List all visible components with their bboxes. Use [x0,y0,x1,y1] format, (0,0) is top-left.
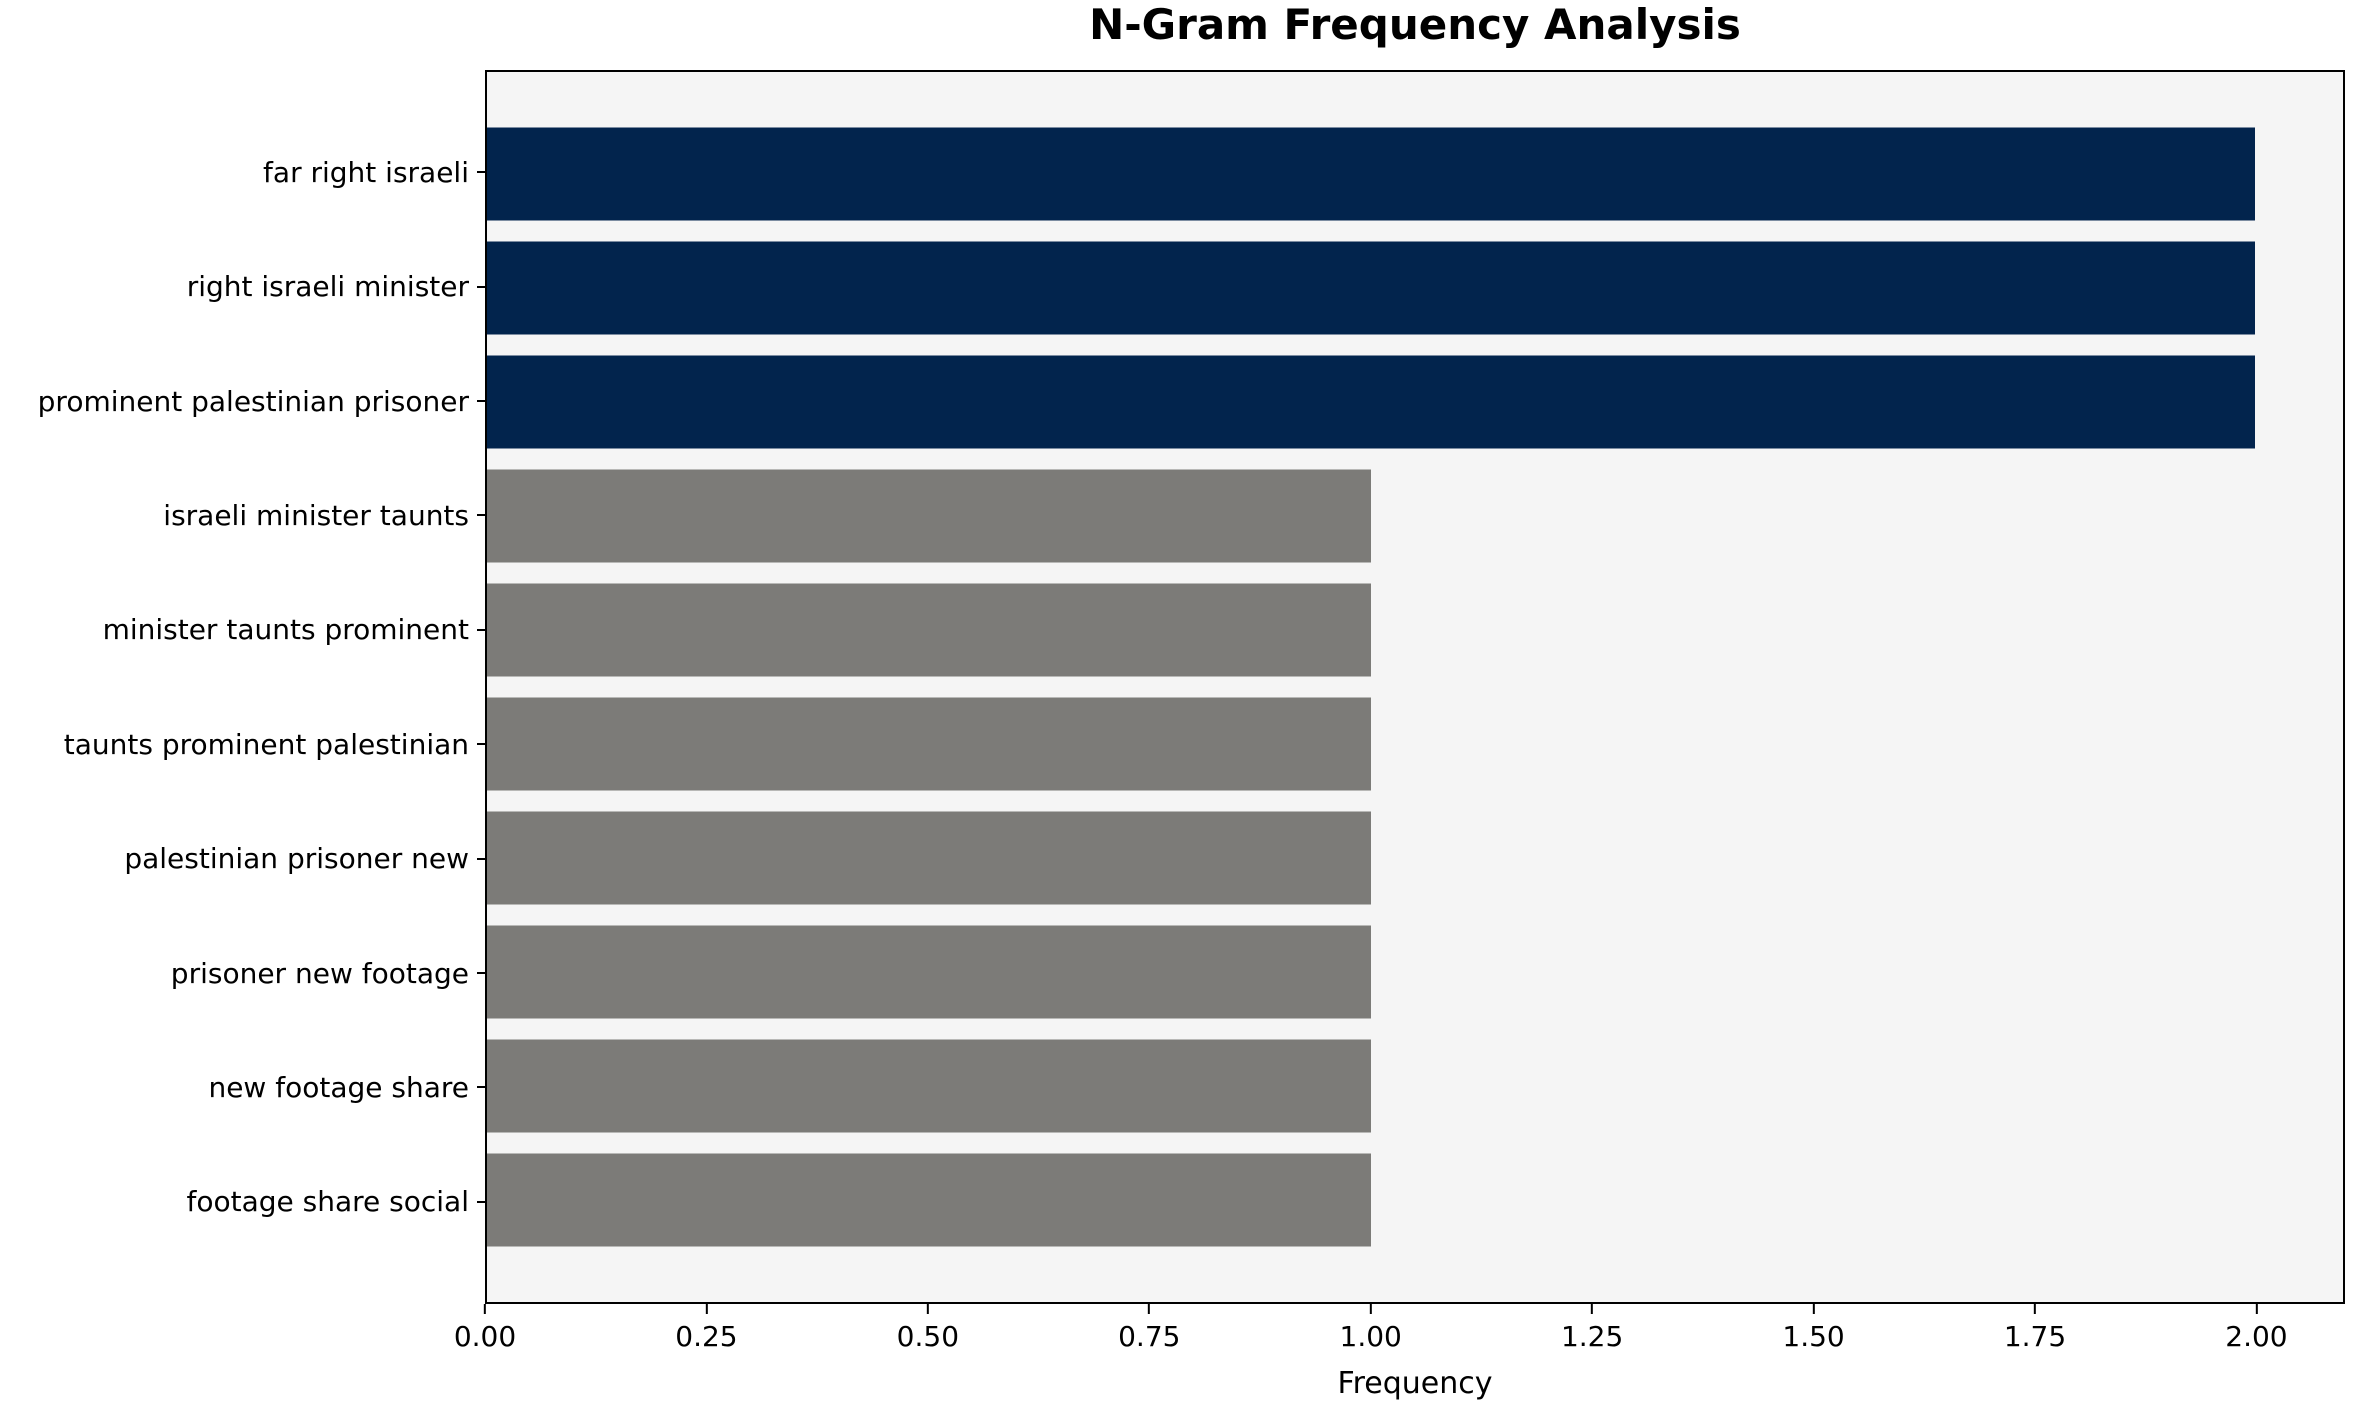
x-axis-title: Frequency [1337,1366,1493,1401]
y-tick-mark [477,1200,485,1203]
x-tick-label: 1.00 [1339,1320,1402,1353]
bar-prisoner-new-footage [487,925,1371,1019]
y-label-row: taunts prominent palestinian [0,687,485,801]
y-tick-label: israeli minister taunts [163,498,469,532]
y-tick-mark [477,285,485,288]
chart-title: N-Gram Frequency Analysis [1089,0,1741,49]
bar-prominent-palestinian-prisoner [487,355,2255,449]
y-tick-mark [477,743,485,746]
y-label-row: prisoner new footage [0,916,485,1030]
x-tick-mark [1812,1304,1815,1314]
bar-israeli-minister-taunts [487,469,1371,563]
y-label-row: footage share social [0,1145,485,1259]
x-tick: 1.75 [2004,1304,2066,1353]
bar-row [487,801,2343,915]
x-tick-mark [926,1304,929,1314]
bar-row [487,345,2343,459]
y-tick-label: new footage share [208,1070,469,1104]
y-label-row: palestinian prisoner new [0,801,485,915]
y-tick-label: palestinian prisoner new [124,842,469,876]
y-tick-label: footage share social [186,1185,469,1219]
y-label-row: right israeli minister [0,229,485,343]
bar-minister-taunts-prominent [487,583,1371,677]
y-tick-label: prisoner new footage [170,956,469,990]
y-label-row: far right israeli [0,115,485,229]
x-tick-label: 1.25 [1560,1320,1624,1353]
x-tick-label: 1.50 [1782,1320,1845,1353]
bar-palestinian-prisoner-new [487,811,1371,905]
x-tick: 2.00 [2225,1304,2288,1353]
x-tick-mark [2034,1304,2036,1314]
y-label-row: minister taunts prominent [0,573,485,687]
y-tick-mark [477,972,485,975]
y-tick-label: right israeli minister [186,270,469,304]
y-label-row: prominent palestinian prisoner [0,344,485,458]
bar-row [487,687,2343,801]
plot-area [485,70,2345,1304]
y-tick-label: minister taunts prominent [102,613,469,647]
x-tick-mark [1591,1304,1594,1314]
y-label-row: israeli minister taunts [0,458,485,572]
y-tick-label: prominent palestinian prisoner [37,384,469,418]
y-tick-mark [477,628,485,631]
x-tick-label: 0.75 [1118,1320,1181,1353]
y-tick-mark [477,171,485,174]
x-tick-mark [1369,1304,1372,1314]
bar-row [487,1029,2343,1143]
bar-row [487,573,2343,687]
bar-row [487,915,2343,1029]
bar-taunts-prominent-palestinian [487,697,1371,791]
x-tick: 0.75 [1118,1304,1180,1353]
bar-row [487,231,2343,345]
x-tick-label: 0.50 [896,1320,960,1353]
x-tick-mark [705,1304,708,1314]
x-tick: 0.25 [675,1304,738,1353]
x-tick-label: 0.25 [675,1320,738,1353]
y-axis-labels: far right israeli right israeli minister… [0,70,485,1304]
bar-far-right-israeli [487,127,2255,221]
bar-new-footage-share [487,1039,1371,1133]
y-tick-mark [477,514,485,517]
bar-row [487,117,2343,231]
bar-row [487,459,2343,573]
bars-container [487,72,2343,1302]
y-tick-label: far right israeli [263,155,469,189]
x-tick-label: 1.75 [2003,1320,2067,1353]
y-tick-mark [477,400,485,403]
x-tick: 0.00 [454,1304,516,1353]
x-tick-mark [484,1304,486,1314]
y-tick-label: taunts prominent palestinian [63,727,469,761]
y-tick-mark [477,1086,485,1089]
x-tick: 1.00 [1340,1304,1402,1353]
x-tick-mark [2255,1304,2258,1314]
x-tick-label: 2.00 [2225,1320,2288,1353]
x-tick-label: 0.00 [453,1320,517,1353]
y-label-row: new footage share [0,1030,485,1144]
x-tick: 0.50 [897,1304,959,1353]
bar-right-israeli-minister [487,241,2255,335]
x-tick-mark [1148,1304,1151,1314]
x-tick: 1.25 [1561,1304,1623,1353]
x-tick: 1.50 [1782,1304,1845,1353]
bar-footage-share-social [487,1153,1371,1247]
x-axis: 0.00 0.25 0.50 0.75 1.00 1.25 1.50 1.75 … [454,1304,2345,1364]
bar-row [487,1143,2343,1257]
y-tick-mark [477,857,485,860]
